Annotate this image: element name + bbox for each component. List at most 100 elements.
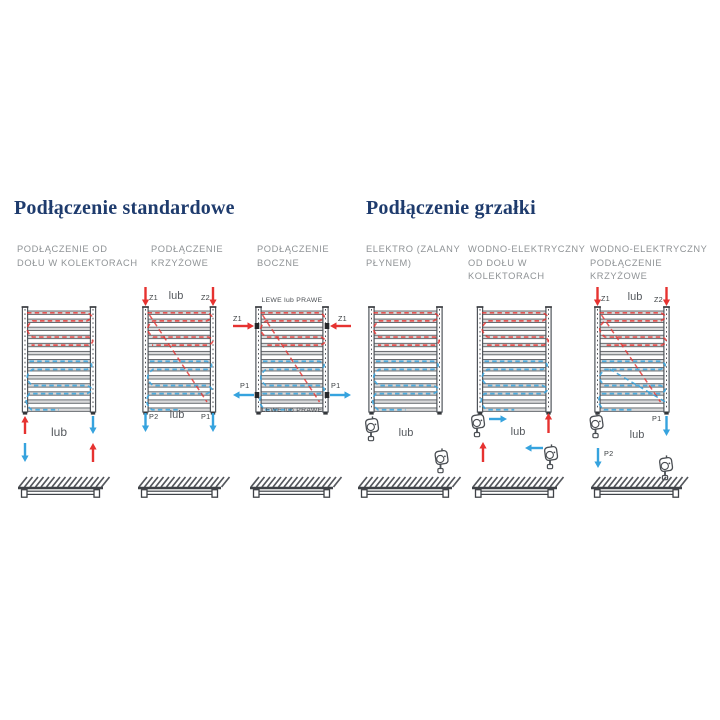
radiator-rung [260,326,324,332]
flow-cold-path [480,360,549,411]
radiator-rung [481,367,547,372]
supply-arrow [21,416,29,434]
radiator-wodno-elektryczny-krzyzowe [594,306,670,415]
cross-flow-hot [600,314,662,403]
radiator-krzyzowe-group [138,287,231,498]
radiator-rung [260,350,324,356]
flow-cold-path [145,360,213,411]
port-label-p2: P2 [149,412,159,421]
label-line: KOLEKTORACH [468,271,545,281]
port-label-p1-right: P1 [331,381,341,390]
supply-arrow [141,287,150,306]
label-line: PODŁĄCZENIE [151,244,224,254]
flow-hot-path [26,311,94,346]
wall-hatch [472,476,565,488]
radiator-rung [26,326,92,332]
lub-label: lub [50,425,67,439]
pipe-flange [211,489,219,498]
radiator-rung [26,367,92,372]
radiator-rung [481,350,547,356]
radiator-rung [481,375,547,380]
lub-label: lub [629,429,645,441]
pipe [478,490,551,496]
flow-hot-path [481,311,550,346]
flow-hot-path [146,311,214,346]
radiator-rung [599,350,665,356]
heading-heater-connection: Podłączenie grzałki [366,197,536,219]
radiator-od-dolu-w-kolektorach-group [18,306,111,498]
radiator-rung [26,350,92,356]
wall-hatch [250,476,343,488]
supply-arrow [89,443,97,462]
radiator-rung [260,399,324,404]
radiator-rung [599,399,665,404]
port-label-z2: Z2 [654,295,663,304]
rail-cap [323,412,328,415]
lub-label: lub [627,291,643,303]
label-line: WODNO-ELEKTRYCZNY [590,244,708,254]
side-note-bottom: LEWE lub PRAWE [261,407,323,414]
heater-icon [434,448,449,474]
radiator-rung [373,342,438,348]
port-label-z1: Z1 [149,293,158,302]
lub-label: lub [398,427,414,439]
heater-icon [589,413,604,439]
column-label-elektro: ELEKTRO (ZALANY PŁYNEM) [366,243,460,270]
rail-cap [437,412,442,415]
port-label-z1-left: Z1 [233,314,242,323]
supply-arrow [233,322,254,330]
heater-icon [543,444,559,470]
pipe-flange [93,489,101,498]
floor [472,476,565,498]
pipe [144,490,215,496]
port-label-p1-left: P1 [240,381,250,390]
pipe-flange [474,489,482,498]
floor [358,476,462,498]
flow-cold-path [25,360,93,411]
radiator-boczne [254,306,330,415]
pipe-flange [672,489,680,498]
flow-hot-path [598,311,668,346]
heater-icon [658,455,674,481]
flow-hot-path [372,311,441,346]
radiator-wodno-elektryczny-krzyzowe-group [589,287,689,498]
radiator-elektro [368,306,443,415]
valve-tick [254,392,260,398]
floor [18,476,111,498]
flow-cold-path [597,360,667,411]
supply-arrow [544,413,553,433]
return-arrow [489,415,507,423]
radiator-od-dolu-w-kolektorach [21,306,97,415]
radiator-rung [147,399,212,404]
radiator-rung [26,375,92,380]
label-line: KRZYŻOWE [590,271,648,281]
supply-arrow [209,287,217,306]
label-line: ELEKTRO (ZALANY [366,244,461,254]
cross-flow-hot [261,314,321,403]
flow-cold-path [258,360,326,411]
port-label-p2: P2 [604,449,614,458]
supply-arrow [479,442,487,462]
supply-arrow [662,287,671,306]
flow-hot-path [259,311,327,346]
radiator-rung [373,350,438,356]
rail-cap [595,412,600,415]
valve-tick [324,392,330,398]
lub-label: lub [169,409,185,421]
rail-cap [22,412,28,415]
radiator-rung [481,334,547,340]
pipe-flange [140,489,148,498]
return-arrow [141,413,150,432]
port-label-z1-right: Z1 [338,314,347,323]
valve-tick [254,323,260,329]
radiator-rung [373,399,438,404]
valve-tick [324,323,330,329]
radiator-elektro-group [358,306,462,498]
return-arrow [21,443,29,462]
return-arrow [330,391,351,399]
rail-cap [90,412,96,415]
label-line: DOŁU W KOLEKTORACH [17,257,138,268]
radiator-rung [147,326,212,332]
return-arrow [662,416,671,436]
